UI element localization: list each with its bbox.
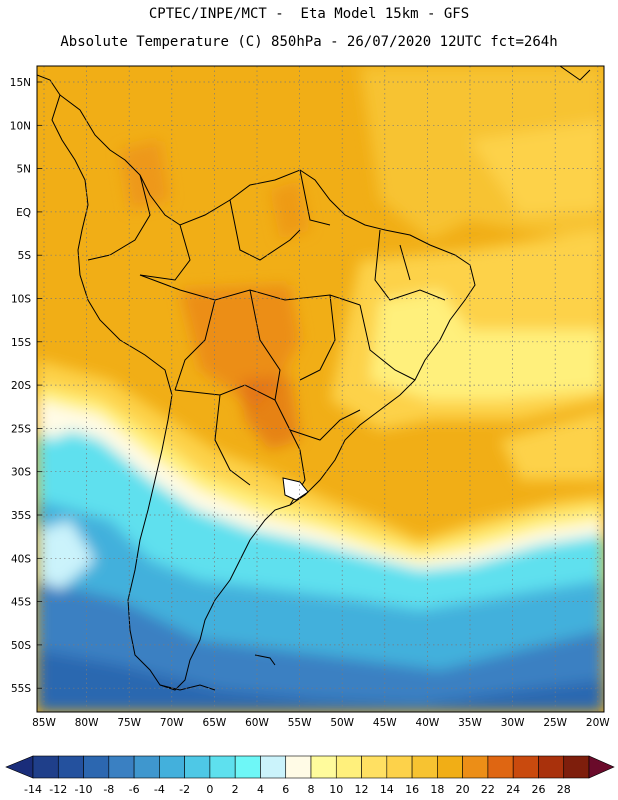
lat-label: 45S (11, 597, 31, 609)
colorbar-swatch (32, 755, 59, 779)
lat-label: 20S (11, 380, 31, 392)
colorbar-tick-label: -4 (153, 783, 165, 796)
colorbar-swatch (386, 755, 413, 779)
colorbar-swatch (108, 755, 135, 779)
latitude-labels: 15N 10N 5N EQ 5S 10S 15S 20S 25S 30S 35S 40S 45S 50S 5… (10, 77, 32, 695)
colorbar-tick-label: 16 (405, 783, 420, 796)
colorbar-tick-label: 10 (329, 783, 344, 796)
colorbar-swatch (285, 755, 312, 779)
colorbar-swatch (57, 755, 84, 779)
colorbar-tick-label: -6 (128, 783, 140, 796)
colorbar-tick-label: 24 (506, 783, 521, 796)
colorbar-swatch (184, 755, 211, 779)
map-frame (36, 65, 605, 713)
colorbar-swatch (437, 755, 463, 779)
title-line-2: Absolute Temperature (C) 850hPa - 26/07/… (60, 34, 558, 50)
graticule (37, 66, 604, 712)
lon-label: 80W (75, 717, 99, 729)
lon-label: 50W (330, 717, 354, 729)
colorbar-tick-label: -12 (49, 783, 68, 796)
colorbar-tick-label: 14 (379, 783, 394, 796)
colorbar-swatch (512, 755, 539, 779)
lon-label: 75W (117, 717, 141, 729)
colorbar-swatch (487, 755, 514, 779)
lon-label: 65W (203, 717, 227, 729)
coastlines (37, 66, 591, 691)
colorbar-swatch (411, 755, 438, 779)
lon-label: 20W (586, 717, 610, 729)
colorbar-swatch (361, 755, 388, 779)
lon-label: 85W (32, 717, 56, 729)
lon-label: 35W (458, 717, 482, 729)
lon-label: 30W (501, 717, 525, 729)
colorbar-swatch (462, 755, 489, 779)
colorbar-swatch (234, 755, 261, 779)
colorbar-tick-label: 2 (231, 783, 239, 796)
lon-label: 45W (373, 717, 397, 729)
colorbar-tick-label: 6 (282, 783, 290, 796)
colorbar-swatch (260, 755, 287, 779)
colorbar-tick-label: 8 (307, 783, 315, 796)
lat-label: 30S (11, 467, 31, 479)
title-line-1: CPTEC/INPE/MCT - Eta Model 15km - GFS (148, 6, 470, 22)
lon-label: 25W (543, 717, 567, 729)
colorbar-under-arrow (5, 755, 34, 779)
lat-label: 10S (11, 294, 31, 306)
lat-label: EQ (16, 207, 31, 219)
colorbar-tick-label: -14 (24, 783, 42, 796)
lat-label: 40S (11, 553, 31, 565)
colorbar-tick-label: 12 (354, 783, 369, 796)
lon-label: 40W (416, 717, 440, 729)
lon-label: 55W (288, 717, 312, 729)
colorbar-swatch (133, 755, 160, 779)
temperature-field (37, 66, 604, 712)
colorbar-tick-label: 4 (256, 783, 264, 796)
lat-label: 10N (10, 120, 31, 132)
lat-label: 5N (16, 164, 31, 176)
colorbar-tick-label: 28 (556, 783, 571, 796)
lat-label: 15N (10, 77, 31, 89)
lat-label: 15S (11, 337, 31, 349)
lat-label: 55S (11, 683, 31, 695)
lat-label: 5S (18, 250, 32, 262)
colorbar-swatch (538, 755, 565, 779)
colorbar-tick-label: 20 (455, 783, 470, 796)
colorbar (5, 755, 615, 779)
longitude-labels: 85W 80W 75W 70W 65W 60W 55W 50W 45W 40W 35W 30W 25W 2… (32, 717, 610, 729)
colorbar-swatch (310, 755, 337, 779)
colorbar-swatch (159, 755, 185, 779)
colorbar-swatch (335, 755, 362, 779)
lon-label: 70W (160, 717, 184, 729)
colorbar-tick-label: -8 (103, 783, 115, 796)
lon-label: 60W (245, 717, 269, 729)
colorbar-swatch (83, 755, 110, 779)
colorbar-tick-label: 18 (430, 783, 445, 796)
lat-label: 50S (11, 640, 31, 652)
colorbar-tick-label: 0 (206, 783, 214, 796)
colorbar-tick-label: -2 (179, 783, 191, 796)
colorbar-tick-label: 26 (531, 783, 546, 796)
lat-label: 25S (11, 423, 31, 435)
colorbar-tick-label: 22 (480, 783, 495, 796)
colorbar-swatch (563, 755, 590, 779)
colorbar-tick-label: -10 (74, 783, 93, 796)
colorbar-swatch (209, 755, 236, 779)
lat-label: 35S (11, 510, 31, 522)
colorbar-over-arrow (588, 755, 615, 779)
